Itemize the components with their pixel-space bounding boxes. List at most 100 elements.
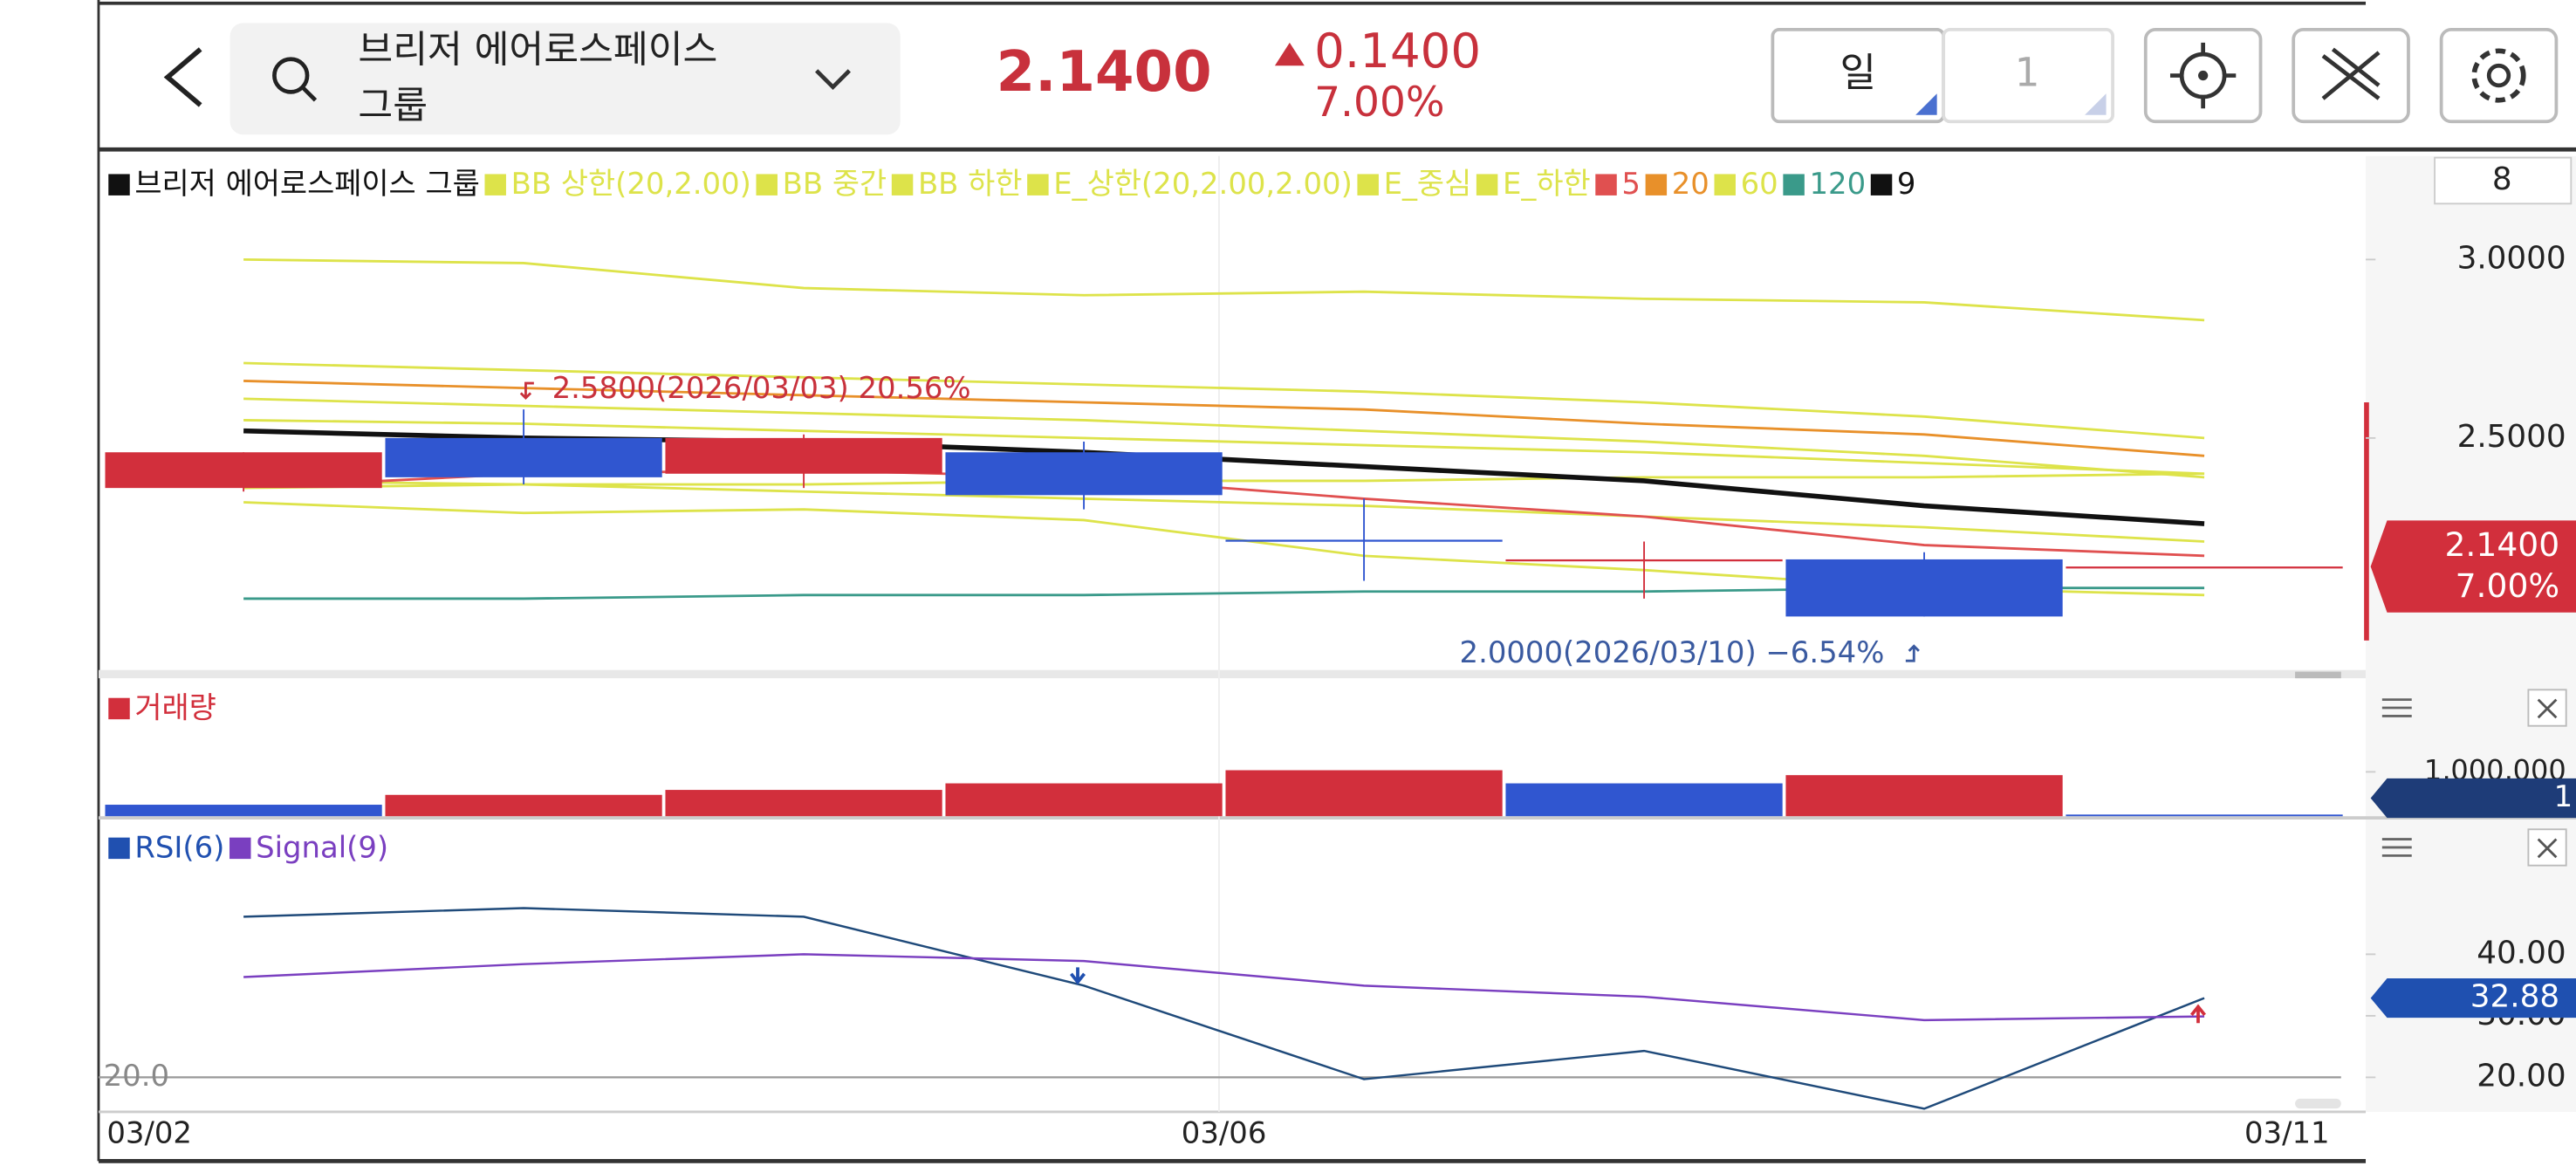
range-bar — [2364, 402, 2369, 641]
volume-last: 1 — [2554, 779, 2573, 813]
legend-swatch — [1783, 174, 1805, 195]
close-icon — [2537, 838, 2558, 859]
candle-body — [945, 452, 1223, 496]
candle-body — [1225, 539, 1503, 542]
legend-label: BB 하한 — [918, 167, 1023, 201]
menu-icon[interactable] — [2381, 838, 2412, 857]
draw-icon — [2321, 47, 2381, 100]
settings-icon — [2486, 63, 2511, 88]
indicator-line — [243, 472, 2205, 490]
legend-label: 9 — [1897, 167, 1916, 201]
y-tick-label: 2.5000 — [2457, 419, 2566, 455]
legend-swatch — [1595, 174, 1617, 195]
legend-label: 브리저 에어로스페이스 그룹 — [134, 167, 479, 201]
period-label: 일 — [1840, 50, 1877, 96]
reference-label: 20.0 — [104, 1059, 169, 1093]
legend-label: 5 — [1621, 167, 1641, 201]
stock-title: 브리저 에어로스페이스 — [358, 29, 717, 72]
candle-body — [1505, 559, 1783, 562]
settings-icon — [2471, 48, 2526, 103]
candle-body — [1785, 559, 2063, 617]
legend-label: E_하한 — [1503, 167, 1591, 201]
legend-label: 20 — [1672, 167, 1709, 201]
up-triangle — [1274, 42, 1305, 66]
indicator-line — [243, 257, 2205, 322]
indicator-line — [243, 361, 2205, 440]
volume-tag — [2370, 778, 2576, 819]
volume-bar — [665, 790, 942, 817]
price-change: 0.1400 — [1314, 23, 1481, 79]
legend-swatch — [1870, 174, 1893, 195]
candle-body — [105, 452, 382, 489]
legend-label: RSI(6) — [134, 830, 224, 864]
y-tick-label: 3.0000 — [2457, 240, 2566, 276]
axis-box[interactable] — [2434, 156, 2573, 205]
y-tick-label: 40.00 — [2477, 935, 2566, 971]
dropdown-icon[interactable] — [815, 69, 851, 91]
legend-swatch — [108, 837, 130, 860]
volume-bar — [385, 794, 662, 817]
signal-marker — [2189, 1004, 2206, 1024]
scrollbar — [2295, 1098, 2341, 1109]
legend-label: Signal(9) — [256, 830, 388, 864]
legend-swatch — [1027, 174, 1049, 195]
search-icon — [300, 86, 318, 102]
legend-label: 60 — [1741, 167, 1778, 201]
x-tick-label: 03/11 — [2244, 1116, 2330, 1150]
legend-swatch — [891, 174, 914, 195]
settings-button[interactable] — [2439, 27, 2559, 124]
last-change: 7.00% — [2456, 566, 2560, 605]
axis-box-value: 8 — [2492, 161, 2512, 197]
volume-bar — [945, 783, 1223, 817]
x-tick-label: 03/02 — [106, 1116, 192, 1150]
back-button[interactable] — [163, 47, 202, 107]
indicator-line — [243, 953, 2205, 1022]
legend-swatch — [230, 837, 251, 860]
volume-bar — [1225, 770, 1503, 817]
volume-bar — [1785, 775, 2063, 817]
candle-body — [665, 437, 942, 474]
indicator-line — [243, 907, 2205, 1110]
annotation-arrow — [519, 381, 534, 400]
legend-label: 거래량 — [134, 690, 216, 724]
crosshair-icon — [2197, 70, 2209, 81]
legend-swatch — [108, 174, 130, 195]
legend-label: E_상한(20,2.00,2.00) — [1053, 167, 1353, 201]
candle-body — [2066, 566, 2343, 569]
indicator-line — [243, 397, 2205, 479]
legend-swatch — [484, 174, 506, 195]
legend-label: 120 — [1809, 167, 1866, 201]
indicator-line — [243, 380, 2205, 457]
last-price: 2.1400 — [2444, 525, 2559, 564]
annotation: 2.0000(2026/03/10) −6.54% — [1460, 635, 1885, 669]
annotation: 2.5800(2026/03/03) 20.56% — [552, 371, 971, 405]
period-count-button[interactable] — [1942, 27, 2114, 124]
stock-title: 그룹 — [358, 85, 428, 128]
crosshair-icon — [2169, 42, 2237, 109]
menu-icon[interactable] — [2381, 698, 2412, 717]
volume-bar — [2066, 814, 2343, 817]
legend-swatch — [756, 174, 778, 195]
price-axis-bg — [2366, 155, 2576, 1112]
legend-label: BB 중간 — [783, 167, 887, 201]
volume-bar — [1505, 783, 1783, 817]
candle-body — [385, 437, 662, 477]
legend-label: E_중심 — [1384, 167, 1472, 201]
legend-swatch — [1714, 174, 1736, 195]
legend-swatch — [1645, 174, 1668, 195]
x-tick-label: 03/06 — [1182, 1116, 1267, 1150]
search-box[interactable] — [230, 23, 901, 135]
rsi-last: 32.88 — [2470, 979, 2559, 1015]
close-icon — [2537, 698, 2558, 719]
y-tick-label: 20.00 — [2477, 1058, 2566, 1094]
signal-marker — [1070, 967, 1086, 985]
panel-divider — [98, 669, 2367, 679]
last-price-tag — [2370, 520, 2576, 613]
price-change-pct: 7.00% — [1314, 79, 1445, 127]
scrollbar — [2295, 671, 2341, 679]
legend-swatch — [1357, 174, 1379, 195]
volume-bar — [105, 805, 382, 817]
legend-swatch — [108, 697, 130, 720]
